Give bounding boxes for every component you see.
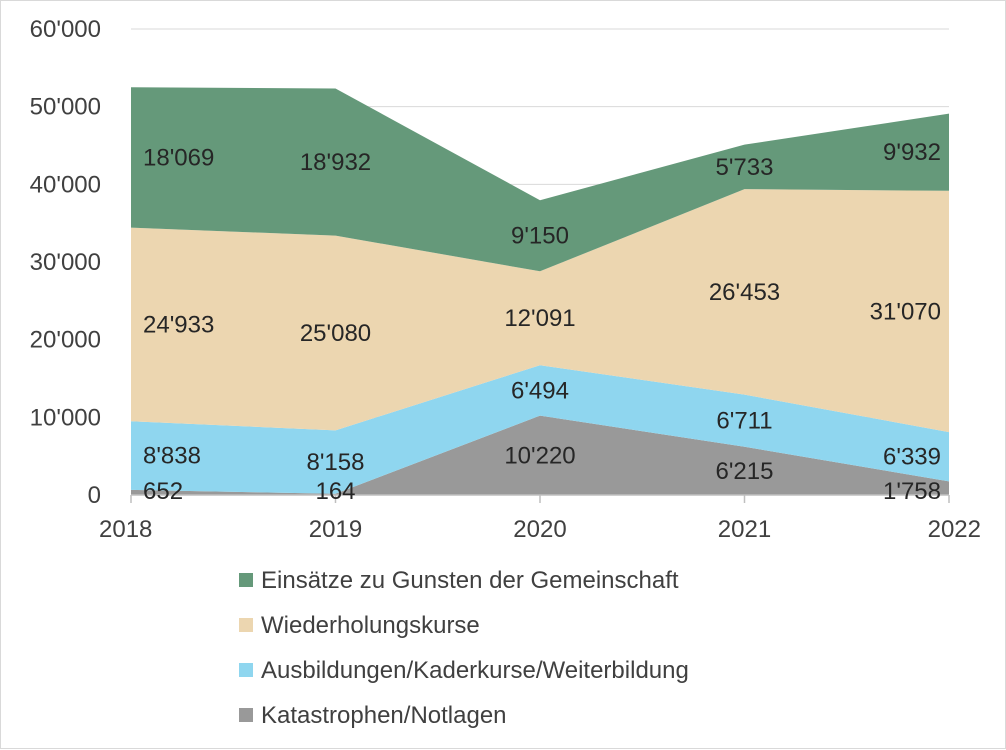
y-tick-label-1: 10'000 <box>30 404 101 431</box>
area-series-3 <box>131 87 949 272</box>
y-tick-label-0: 0 <box>88 482 101 509</box>
data-label-s1-0: 8'838 <box>143 443 201 470</box>
y-tick-label-4: 40'000 <box>30 171 101 198</box>
data-label-s2-1: 25'080 <box>300 320 371 347</box>
legend-label-0: Einsätze zu Gunsten der Gemeinschaft <box>261 567 679 594</box>
legend-swatch-1 <box>239 618 253 632</box>
x-tick-label-0: 2018 <box>99 516 152 543</box>
data-label-s1-4: 6'339 <box>883 444 941 471</box>
x-tick-label-2: 2020 <box>513 516 566 543</box>
data-label-s2-3: 26'453 <box>709 279 780 306</box>
data-label-s0-0: 652 <box>143 478 183 505</box>
data-label-s3-2: 9'150 <box>511 223 569 250</box>
x-tick-label-3: 2021 <box>718 516 771 543</box>
y-tick-label-5: 50'000 <box>30 94 101 121</box>
y-tick-label-2: 20'000 <box>30 327 101 354</box>
data-label-s3-4: 9'932 <box>883 139 941 166</box>
data-label-s2-2: 12'091 <box>504 305 575 332</box>
x-tick-label-4: 2022 <box>928 516 981 543</box>
y-tick-label-3: 30'000 <box>30 249 101 276</box>
data-label-s1-2: 6'494 <box>511 377 569 404</box>
y-tick-label-6: 60'000 <box>30 16 101 43</box>
area-series-1 <box>131 365 949 494</box>
data-label-s3-1: 18'932 <box>300 149 371 176</box>
area-series-0 <box>131 415 949 495</box>
data-label-s0-3: 6'215 <box>716 458 774 485</box>
legend-label-3: Katastrophen/Notlagen <box>261 702 507 729</box>
data-label-s2-4: 31'070 <box>870 298 941 325</box>
legend-swatch-2 <box>239 663 253 677</box>
legend-label-2: Ausbildungen/Kaderkurse/Weiterbildung <box>261 657 689 684</box>
data-label-s3-0: 18'069 <box>143 144 214 171</box>
data-label-s0-1: 164 <box>315 478 355 505</box>
legend-swatch-0 <box>239 573 253 587</box>
x-tick-label-1: 2019 <box>309 516 362 543</box>
area-series-2 <box>131 189 949 433</box>
legend-swatch-3 <box>239 708 253 722</box>
data-label-s3-3: 5'733 <box>716 154 774 181</box>
legend-label-1: Wiederholungskurse <box>261 612 480 639</box>
data-label-s1-3: 6'711 <box>716 408 772 435</box>
data-label-s2-0: 24'933 <box>143 311 214 338</box>
data-label-s0-2: 10'220 <box>504 442 575 469</box>
data-label-s0-4: 1'758 <box>883 478 941 505</box>
data-label-s1-1: 8'158 <box>307 449 365 476</box>
